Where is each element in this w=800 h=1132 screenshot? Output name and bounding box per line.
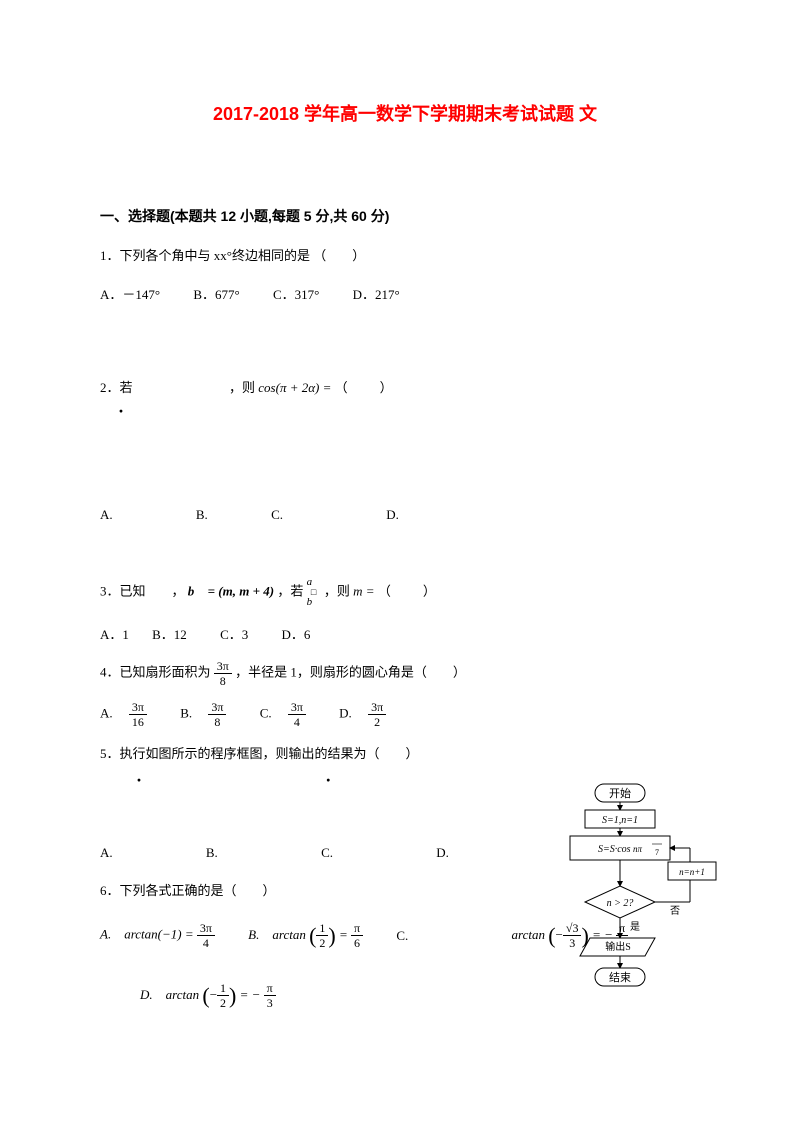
svg-text:是: 是 (630, 921, 640, 933)
frac-num: 3π (368, 701, 386, 715)
q1-opt-a: A．－147° (100, 283, 160, 306)
svg-text:S=S·cos nπ: S=S·cos nπ (598, 844, 643, 855)
svg-text:否: 否 (670, 905, 680, 917)
q6-c-pre: arctan (512, 927, 545, 942)
frac-num: 1 (217, 982, 229, 996)
frac-num: 1 (316, 922, 328, 936)
question-3: 3．已知 ， b⃗ = (m, m + 4) ，若 a⃗ □ b⃗ ，则 m =… (100, 577, 710, 608)
q2-opt-b: B. (196, 503, 208, 526)
frac-den: 2 (316, 936, 328, 949)
frac-den: 2 (217, 996, 229, 1009)
q5-opt-d: D. (436, 841, 449, 864)
frac-den: 4 (288, 715, 306, 728)
q5-stem: 5．执行如图所示的程序框图，则输出的结果为（ ） (100, 746, 419, 761)
q5-opt-b: B. (206, 841, 218, 864)
frac-den: 6 (351, 936, 363, 949)
svg-text:7: 7 (655, 848, 659, 857)
q3-opt-b: B．12 (152, 623, 187, 646)
q1-opt-c: C．317° (273, 283, 319, 306)
question-2: 2．若 ，则 cos(π + 2α) = （ ） · (100, 376, 710, 428)
q4-stem-pre: 4．已知扇形面积为 (100, 665, 211, 680)
q6-b-pre: B. arctan (248, 927, 306, 942)
q5-opt-a: A. (100, 841, 113, 864)
svg-text:n=n+1: n=n+1 (679, 867, 705, 877)
q6-opt-a: A. arctan(−1) = 3π4 (100, 922, 215, 949)
q3-post: ，则 (324, 583, 350, 598)
dot-icon: · (325, 770, 331, 790)
q2-stem-pre: 2．若 (100, 380, 133, 395)
q3-options: A．1 B．12 C．3 D．6 (100, 622, 710, 647)
q4-opt-d: D. 3π2 (339, 701, 386, 728)
q6-d-pre: D. arctan (140, 987, 199, 1002)
question-1: 1．下列各个角中与 xx°终边相同的是 （ ） (100, 244, 710, 267)
q3-mid: ，若 (277, 583, 303, 598)
q2-opt-d: D. (386, 503, 399, 526)
q4-opt-c: C. 3π4 (260, 701, 306, 728)
q6-opt-b: B. arctan (12) = π6 (248, 916, 363, 956)
frac-den: 8 (214, 674, 232, 687)
frac-num: 3π (214, 660, 232, 674)
q2-paren: （ ） (335, 380, 395, 395)
q3-b-expr: b⃗ = (m, m + 4) (188, 583, 274, 598)
q4-frac1: 3π 8 (214, 660, 232, 687)
q5-opt-c: C. (321, 841, 333, 864)
q6-d-eq: = − (240, 987, 264, 1002)
frac-num: 3π (288, 701, 306, 715)
q4-opt-b: B. 3π8 (180, 701, 226, 728)
frac-num: 3π (197, 922, 215, 936)
frac-num: π (351, 922, 363, 936)
q2-options: A. B. C. D. (100, 502, 710, 527)
q6-b-eq: = (339, 927, 351, 942)
q3-stem-pre: 3．已知 ， (100, 583, 185, 598)
dot-icon: · (118, 401, 124, 421)
q3-paren: （ ） (378, 583, 438, 598)
frac-num: 3π (129, 701, 147, 715)
q6-opt-c: C. (396, 924, 408, 947)
q1-stem: 1．下列各个角中与 xx°终边相同的是 （ ） (100, 248, 365, 263)
q1-opt-b: B．677° (193, 283, 239, 306)
q1-options: A．－147° B．677° C．317° D．217° (100, 281, 710, 306)
frac-den: 2 (368, 715, 386, 728)
q3-opt-c: C．3 (220, 623, 248, 646)
frac-den: 3 (264, 996, 276, 1009)
q6-a-pre: A. arctan(−1) = (100, 927, 197, 942)
section-1-header: 一、选择题(本题共 12 小题,每题 5 分,共 60 分) (100, 206, 710, 226)
svg-text:输出S: 输出S (605, 940, 631, 953)
question-4: 4．已知扇形面积为 3π 8 ，半径是 1，则扇形的圆心角是（ ） (100, 660, 710, 687)
frac-den: 16 (129, 715, 147, 728)
q6-opt-d: D. arctan (−12) = − π3 (140, 976, 276, 1016)
q2-stem-post: ，则 (229, 380, 255, 395)
exam-page: 2017-2018 学年高一数学下学期期末考试试题 文 一、选择题(本题共 12… (0, 0, 800, 1055)
flowchart: 开始 S=1,n=1 S=S·cos nπ 7 n > 2? 是 否 n=n+ (560, 782, 730, 1012)
q1-opt-d: D．217° (353, 283, 400, 306)
frac-num: 3π (208, 701, 226, 715)
q3-opt-a: A．1 (100, 623, 129, 646)
flowchart-svg: 开始 S=1,n=1 S=S·cos nπ 7 n > 2? 是 否 n=n+ (560, 782, 730, 1012)
q6-stem: 6．下列各式正确的是（ ） (100, 883, 276, 898)
q3-m-eq: m = (353, 583, 374, 598)
q2-opt-a: A. (100, 503, 113, 526)
q4-options: A. 3π16 B. 3π8 C. 3π4 D. 3π2 (100, 701, 710, 728)
svg-text:开始: 开始 (609, 786, 631, 800)
q2-opt-c: C. (271, 503, 283, 526)
dot-icon: · (136, 770, 142, 790)
q3-opt-d: D．6 (281, 623, 310, 646)
svg-text:S=1,n=1: S=1,n=1 (602, 815, 638, 826)
q2-expr: cos(π + 2α) = (258, 380, 331, 395)
page-title: 2017-2018 学年高一数学下学期期末考试试题 文 (100, 100, 710, 126)
frac-den: 4 (197, 936, 215, 949)
q4-opt-a: A. 3π16 (100, 701, 147, 728)
svg-text:n > 2?: n > 2? (607, 898, 634, 909)
svg-text:结束: 结束 (609, 971, 631, 984)
frac-den: 8 (208, 715, 226, 728)
frac-num: π (264, 982, 276, 996)
q4-stem-post: ，半径是 1，则扇形的圆心角是（ ） (235, 665, 466, 680)
